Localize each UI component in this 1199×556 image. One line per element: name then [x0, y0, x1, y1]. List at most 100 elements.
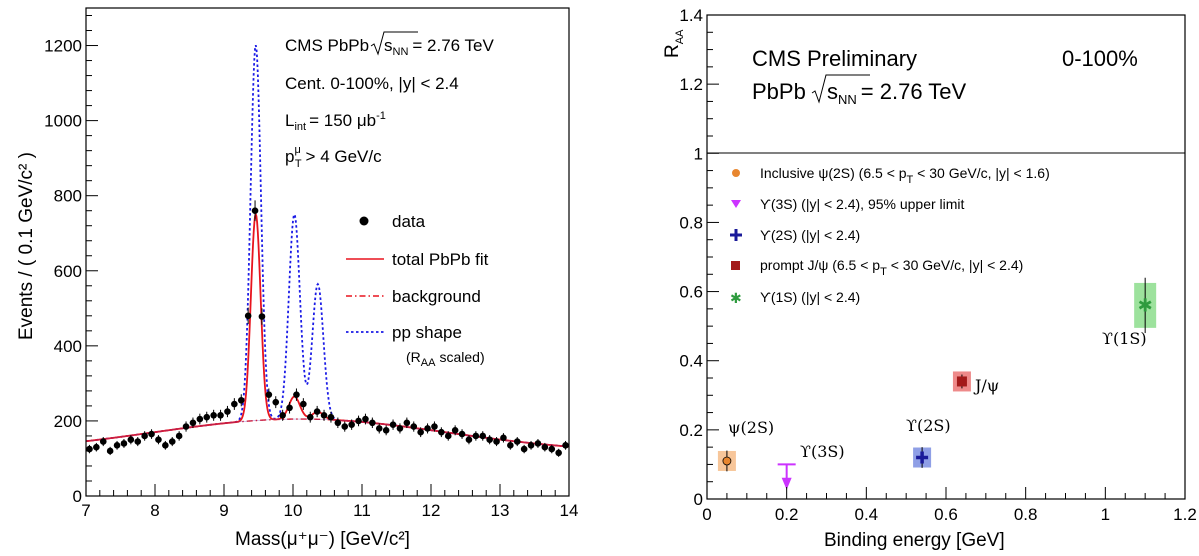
legend-pp-label: pp shape [392, 323, 462, 342]
label-ups3s: ϒ(3S) [800, 442, 845, 461]
data-point [348, 421, 355, 428]
data-point [313, 408, 321, 415]
data-point [134, 438, 142, 445]
data-point [93, 443, 100, 451]
raa-x-tick-label: 1.2 [1173, 505, 1197, 524]
mass-plot-curves [85, 44, 570, 448]
legend-ups3s-marker [731, 200, 741, 208]
data-point [320, 411, 328, 419]
mass-plot-frame [85, 7, 570, 497]
annotation-sqrt-s: sNN = 2.76 TeV [384, 36, 494, 58]
data-point [375, 425, 383, 432]
legend-jpsi-label: prompt J/ψ (6.5 < pT < 30 GeV/c, |y| < 2… [760, 257, 1023, 278]
ups2s-marker [916, 451, 929, 464]
header-cms: CMS Preliminary [752, 46, 917, 71]
data-point [293, 391, 300, 398]
data-point [279, 411, 286, 419]
data-point [500, 434, 507, 442]
raa-x-tick-label: 0.8 [1014, 505, 1038, 524]
label-ups1s: ϒ(1S) [1102, 329, 1147, 348]
raa-y-axis-title: RAA [662, 29, 686, 58]
data-point [382, 427, 390, 434]
sqrt-symbol [370, 31, 418, 56]
ups3s-limit-arrow [781, 477, 792, 490]
mass-x-tick-label: 11 [353, 501, 371, 520]
data-point [265, 391, 273, 398]
jpsi-marker [956, 376, 967, 387]
mass-x-tick-label: 12 [422, 501, 441, 520]
data-point [106, 447, 114, 455]
data-point [527, 442, 535, 449]
data-point [479, 432, 487, 440]
mass-x-tick-label: 14 [560, 501, 579, 520]
mass-y-tick-label: 800 [54, 187, 82, 206]
data-point [113, 442, 121, 449]
label-psi2s: ψ(2S) [728, 418, 774, 437]
raa-x-tick-label: 1 [1101, 505, 1110, 524]
legend-psi2s-label: Inclusive ψ(2S) (6.5 < pT < 30 GeV/c, |y… [760, 165, 1050, 186]
legend-data-marker [359, 216, 369, 226]
data-point [520, 445, 528, 453]
raa-x-tick-label: 0 [702, 505, 711, 524]
data-point [513, 438, 521, 445]
data-point [182, 423, 190, 430]
mass-x-tick-label: 9 [219, 501, 228, 520]
annotation-experiment: CMS PbPb [285, 36, 369, 55]
legend-ups3s-label: ϒ(3S) (|y| < 2.4), 95% upper limit [760, 196, 965, 212]
data-point [224, 408, 231, 415]
mass-x-axis-title: Mass(μ⁺μ⁻) [GeV/c²] [235, 529, 410, 550]
legend-background-label: background [392, 287, 481, 306]
sqrt-symbol-right [811, 74, 870, 104]
raa-points: ✱ [717, 277, 1157, 490]
mass-x-tick-label: 8 [150, 501, 159, 520]
legend-ups2s-label: ϒ(2S) (|y| < 2.4) [760, 227, 860, 243]
data-point [555, 449, 562, 457]
legend-ups2s-marker [730, 229, 742, 241]
data-point [472, 432, 480, 440]
raa-header: CMS Preliminary 0-100% PbPb sNN = 2.76 Te… [752, 46, 1138, 107]
data-point [258, 313, 266, 320]
data-point [175, 432, 183, 440]
label-jpsi: J/ψ [973, 376, 999, 395]
raa-point-labels: ψ(2S) ϒ(3S) ϒ(2S) J/ψ ϒ(1S) [728, 329, 1147, 461]
mass-y-tick-label: 1000 [44, 112, 82, 131]
raa-y-tick-label: 1.4 [679, 6, 703, 25]
raa-chart: ✱ 0 0.2 0.4 0.6 0.8 1 1.200.20.40.60.811.21.4 … [662, 6, 1197, 551]
data-point [155, 436, 162, 443]
data-point [562, 442, 569, 449]
raa-y-tick-label: 0.4 [679, 352, 703, 371]
raa-y-tick-label: 1.2 [679, 75, 703, 94]
mass-x-tick-label: 7 [81, 501, 90, 520]
raa-legend: Inclusive ψ(2S) (6.5 < pT < 30 GeV/c, |y… [730, 165, 1050, 306]
mass-y-tick-label: 400 [54, 337, 82, 356]
data-point [396, 425, 404, 432]
pp-shape-curve [85, 44, 570, 448]
psi2s-marker [722, 456, 732, 466]
data-point [424, 425, 431, 432]
mass-y-tick-label: 600 [54, 262, 82, 281]
raa-ticks: 0 0.2 0.4 0.6 0.8 1 1.2 0 0.2 0.4 0.6 0.8 1 1.2 1.4 [679, 6, 1196, 524]
mass-y-tick-label: 1200 [44, 37, 82, 56]
data-point [355, 417, 362, 425]
mass-legend: data total PbPb fit background pp shape … [346, 212, 489, 369]
mass-y-axis-title: Events / ( 0.1 GeV/c² ) [16, 152, 37, 340]
mass-x-tick-label: 10 [284, 501, 303, 520]
data-point [210, 411, 217, 419]
data-point [410, 423, 418, 430]
raa-x-tick-label: 0.6 [934, 505, 958, 524]
data-point [286, 404, 293, 412]
data-point [217, 411, 224, 419]
data-point [451, 427, 459, 434]
data-point [369, 419, 376, 427]
data-point [403, 419, 411, 427]
data-point [458, 430, 466, 438]
data-point [168, 438, 176, 445]
data-point [431, 423, 438, 430]
mass-plot-points [86, 200, 569, 457]
data-point [272, 398, 280, 406]
data-point [334, 419, 342, 427]
data-point [444, 432, 452, 440]
data-point [341, 423, 349, 430]
data-point [300, 400, 307, 408]
